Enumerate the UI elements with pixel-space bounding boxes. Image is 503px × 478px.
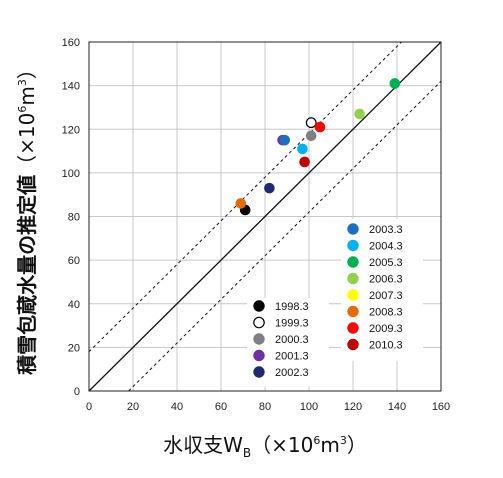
data-point-1999-3	[305, 117, 317, 129]
y-tick-label: 120	[62, 124, 80, 136]
data-point-2003-3	[279, 134, 291, 146]
y-axis-unit-open: （×10	[15, 113, 39, 175]
legend: 1998.3 1999.3 2000.3 2001.3 2002.3 2003.3 2004…	[247, 219, 423, 387]
y-tick-label: 160	[62, 37, 80, 49]
y-tick-label: 20	[68, 342, 80, 354]
y-axis-title-main: 積雪包蔵水量の推定値	[15, 175, 39, 375]
legend-marker	[347, 305, 359, 318]
legend-label: 2002.3	[275, 367, 309, 379]
x-tick-label: 100	[300, 401, 318, 413]
legend-label: 2009.3	[369, 323, 403, 335]
legend-marker	[253, 300, 265, 312]
legend-label: 2008.3	[369, 307, 403, 319]
y-tick-label: 80	[68, 212, 80, 224]
legend-label: 2010.3	[369, 340, 403, 352]
legend-label: 1999.3	[275, 318, 309, 330]
tick-labels: 0 20 40 60 80 100 120 140 160 0 20 40 60 80 100 120 140 1…	[62, 37, 451, 413]
grid-layer	[89, 42, 441, 391]
offset-dotted-line	[128, 80, 442, 392]
x-axis-title-main: 水収支W	[163, 433, 243, 457]
legend-marker	[347, 338, 359, 351]
one-to-one-line	[88, 41, 442, 392]
legend-label: 2006.3	[369, 274, 403, 286]
x-axis-unit-exp: 6	[313, 434, 320, 447]
data-point-2010-3	[299, 156, 310, 168]
y-axis-unit-close: ）	[15, 59, 39, 79]
plot-frame	[88, 41, 442, 392]
legend-label: 1998.3	[275, 301, 309, 313]
x-tick-label: 0	[86, 401, 92, 413]
offset-dotted-line	[88, 41, 402, 353]
x-tick-label: 40	[171, 401, 183, 413]
legend-marker	[347, 223, 359, 235]
x-axis-unit-close: ）	[347, 433, 367, 457]
legend-marker	[347, 289, 359, 301]
y-axis-unit-mid: m	[15, 86, 39, 105]
legend-label: 2007.3	[369, 290, 403, 302]
y-tick-label: 140	[62, 81, 80, 93]
legend-marker	[347, 239, 359, 252]
data-point-2008-3	[235, 198, 247, 209]
data-points	[235, 78, 401, 216]
legend-label: 2005.3	[369, 257, 403, 269]
x-tick-label: 140	[388, 401, 406, 413]
legend-marker	[347, 272, 359, 285]
x-tick-label: 80	[259, 401, 271, 413]
x-axis-unit-mid: m	[320, 433, 339, 457]
legend-marker	[347, 322, 359, 334]
legend-label: 2001.3	[275, 351, 309, 363]
legend-label: 2003.3	[369, 224, 403, 236]
y-axis-unit-exp2: 3	[16, 79, 29, 86]
data-point-2000-3	[305, 130, 317, 142]
x-axis-unit-open: （×10	[251, 433, 313, 457]
legend-marker	[253, 316, 265, 329]
x-axis-title: 水収支WB（×106m3）	[163, 433, 367, 460]
legend-marker	[253, 366, 265, 378]
x-axis-unit-exp2: 3	[340, 434, 347, 447]
legend-label: 2000.3	[275, 334, 309, 346]
data-point-2006-3	[354, 108, 365, 120]
legend-marker	[347, 256, 359, 268]
legend-marker	[253, 349, 265, 362]
y-axis-title: 積雪包蔵水量の推定値（×106m3）	[15, 59, 39, 375]
legend-marker	[253, 333, 265, 345]
x-axis-title-subscript: B	[243, 446, 251, 460]
data-point-2004-3	[297, 143, 308, 155]
y-tick-label: 40	[68, 299, 80, 311]
data-point-2005-3	[389, 78, 401, 89]
x-tick-label: 60	[215, 401, 227, 413]
y-tick-label: 100	[62, 168, 80, 180]
x-tick-label: 20	[127, 401, 139, 413]
legend-label: 2004.3	[369, 241, 403, 253]
y-axis-unit-exp: 6	[16, 106, 29, 113]
x-tick-label: 120	[344, 401, 362, 413]
y-tick-label: 60	[68, 255, 80, 267]
x-tick-label: 160	[432, 401, 450, 413]
reference-lines	[88, 41, 442, 392]
data-point-2002-3	[264, 182, 275, 194]
data-point-2009-3	[314, 121, 326, 133]
y-tick-label: 0	[74, 386, 80, 398]
